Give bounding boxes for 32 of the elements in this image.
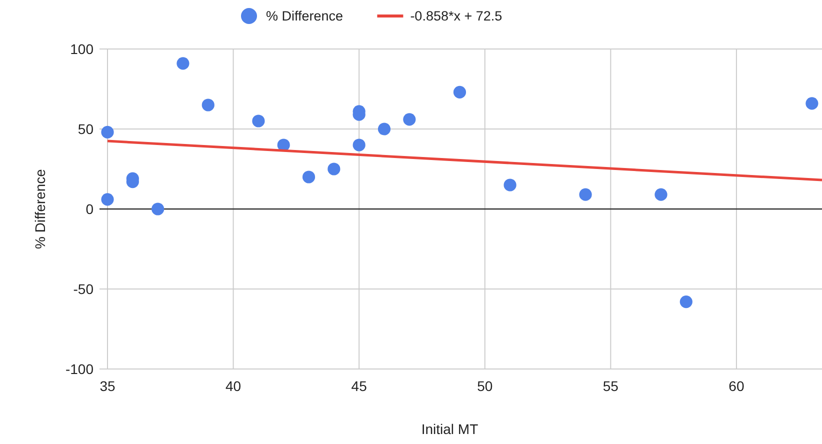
x-axis-title: Initial MT — [421, 421, 479, 437]
x-tick-label: 50 — [477, 378, 493, 394]
point — [302, 170, 316, 184]
point — [453, 86, 466, 98]
y-tick-label: 100 — [70, 40, 94, 57]
point — [378, 122, 391, 136]
x-tick-label: 60 — [728, 378, 744, 394]
point — [202, 98, 214, 112]
legend-label: % Difference — [266, 8, 344, 24]
point — [252, 114, 265, 128]
y-tick-label: -50 — [73, 280, 94, 297]
point — [328, 162, 340, 176]
point — [504, 178, 516, 192]
point — [403, 113, 416, 126]
point — [152, 202, 164, 216]
x-tick-label: 45 — [351, 378, 368, 394]
point — [680, 296, 692, 308]
x-tick-label: 40 — [226, 378, 242, 394]
x-tick-label: 55 — [602, 378, 619, 394]
y-axis-title: % Difference — [32, 168, 48, 249]
point — [101, 126, 114, 138]
point — [176, 57, 190, 70]
point — [579, 188, 592, 201]
x-tick-label: 35 — [100, 378, 116, 394]
point — [101, 193, 114, 206]
point — [352, 138, 366, 152]
legend-label: -0.858*x + 72.5 — [410, 8, 502, 24]
y-tick-label: 0 — [86, 200, 94, 217]
point — [806, 97, 818, 110]
y-tick-label: -100 — [65, 360, 94, 377]
y-tick-label: 50 — [78, 120, 94, 137]
point — [654, 188, 668, 201]
